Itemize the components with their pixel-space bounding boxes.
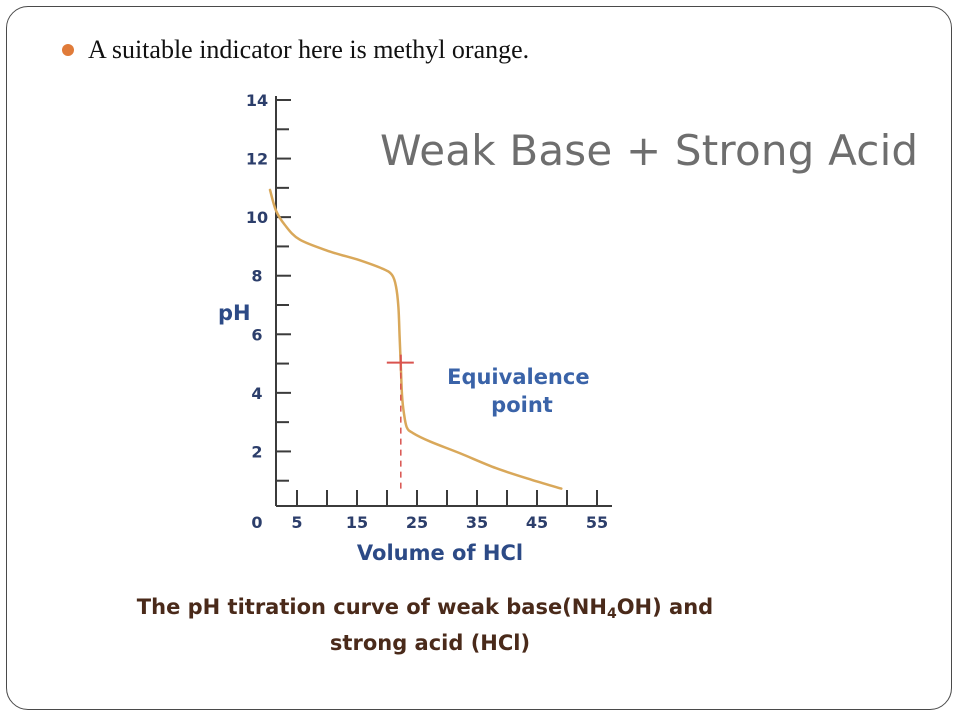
equivalence-label: Equivalence point [447, 365, 597, 417]
y-tick-label: 8 [251, 267, 262, 286]
slide-frame [6, 6, 952, 710]
x-tick-label: 25 [406, 513, 428, 532]
y-axis-title: pH [218, 301, 251, 325]
chart-caption-line2: strong acid (HCl) [330, 631, 530, 655]
caption-prefix: The pH titration curve of weak base(NH [137, 595, 607, 619]
x-tick-label: 15 [346, 513, 368, 532]
chart-axes [275, 96, 612, 507]
bullet-dot-icon [62, 44, 74, 56]
equivalence-label-line1: Equivalence [447, 365, 589, 389]
chart-caption-line1: The pH titration curve of weak base(NH4O… [137, 595, 713, 622]
y-tick-label: 14 [246, 91, 268, 110]
y-tick-label: 10 [246, 208, 268, 227]
caption-subscript: 4 [607, 606, 617, 622]
y-tick-label: 4 [251, 384, 262, 403]
x-tick-label: 45 [526, 513, 548, 532]
bullet-text: A suitable indicator here is methyl oran… [88, 35, 530, 64]
equivalence-marker [386, 354, 414, 490]
bullet-point: A suitable indicator here is methyl oran… [62, 30, 529, 70]
y-ticks: 0 2 4 6 8 10 12 14 [246, 91, 291, 532]
y-tick-label: 2 [251, 442, 262, 461]
y-tick-label: 12 [246, 150, 268, 169]
x-axis-title: Volume of HCl [357, 541, 523, 565]
caption-suffix: OH) and [617, 595, 714, 619]
slide-title: Weak Base + Strong Acid [380, 126, 919, 175]
series-0-line [268, 188, 563, 490]
chart-series [268, 188, 563, 490]
y-tick-label: 0 [251, 513, 262, 532]
equivalence-label-line2: point [491, 393, 553, 417]
x-tick-label: 35 [466, 513, 488, 532]
x-tick-label: 55 [586, 513, 608, 532]
y-tick-label: 6 [251, 325, 262, 344]
x-ticks: 5 15 25 35 45 55 [291, 490, 608, 532]
x-tick-label: 5 [291, 513, 302, 532]
